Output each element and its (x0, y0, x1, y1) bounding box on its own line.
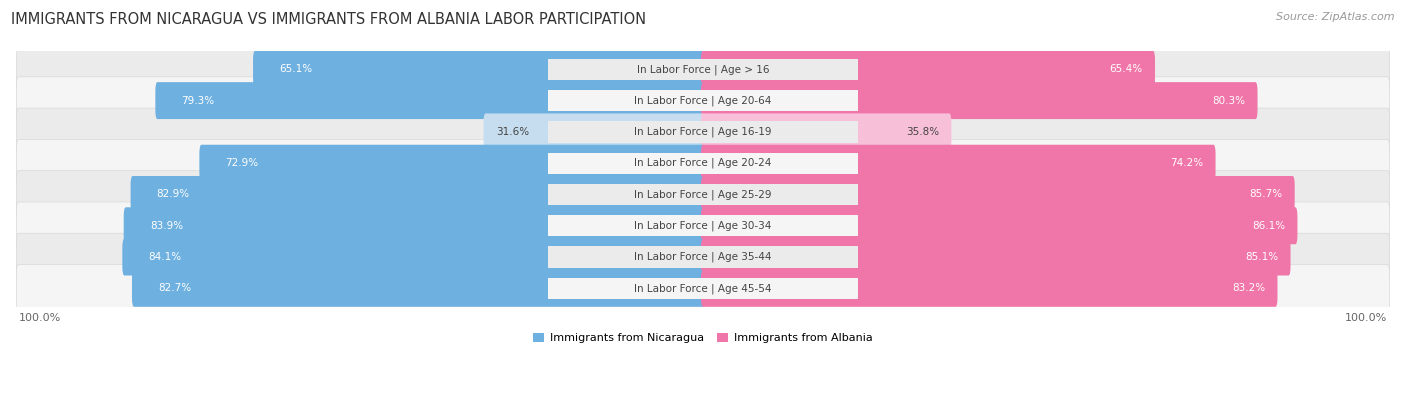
FancyBboxPatch shape (548, 215, 703, 236)
FancyBboxPatch shape (703, 59, 858, 80)
Text: In Labor Force | Age 20-24: In Labor Force | Age 20-24 (634, 158, 772, 168)
FancyBboxPatch shape (17, 108, 1389, 156)
FancyBboxPatch shape (548, 246, 703, 268)
Text: 85.1%: 85.1% (1246, 252, 1278, 262)
FancyBboxPatch shape (17, 265, 1389, 312)
FancyBboxPatch shape (124, 207, 704, 244)
FancyBboxPatch shape (17, 171, 1389, 218)
Text: 100.0%: 100.0% (18, 313, 60, 324)
FancyBboxPatch shape (702, 113, 952, 150)
FancyBboxPatch shape (703, 215, 858, 236)
FancyBboxPatch shape (17, 139, 1389, 187)
Text: In Labor Force | Age 30-34: In Labor Force | Age 30-34 (634, 220, 772, 231)
FancyBboxPatch shape (702, 239, 1291, 275)
Legend: Immigrants from Nicaragua, Immigrants from Albania: Immigrants from Nicaragua, Immigrants fr… (529, 328, 877, 348)
Text: 86.1%: 86.1% (1251, 221, 1285, 231)
FancyBboxPatch shape (702, 176, 1295, 213)
Text: 100.0%: 100.0% (1346, 313, 1388, 324)
FancyBboxPatch shape (703, 90, 858, 111)
Text: 83.2%: 83.2% (1232, 283, 1265, 293)
FancyBboxPatch shape (131, 176, 704, 213)
Text: 31.6%: 31.6% (496, 127, 529, 137)
FancyBboxPatch shape (548, 90, 703, 111)
Text: 80.3%: 80.3% (1212, 96, 1246, 105)
FancyBboxPatch shape (702, 207, 1298, 244)
FancyBboxPatch shape (17, 77, 1389, 124)
Text: Source: ZipAtlas.com: Source: ZipAtlas.com (1277, 12, 1395, 22)
FancyBboxPatch shape (155, 82, 704, 119)
FancyBboxPatch shape (132, 270, 704, 307)
Text: In Labor Force | Age 25-29: In Labor Force | Age 25-29 (634, 189, 772, 200)
FancyBboxPatch shape (17, 45, 1389, 93)
Text: 65.4%: 65.4% (1109, 64, 1143, 74)
FancyBboxPatch shape (702, 82, 1257, 119)
FancyBboxPatch shape (702, 51, 1154, 88)
FancyBboxPatch shape (17, 202, 1389, 250)
FancyBboxPatch shape (702, 270, 1278, 307)
Text: 65.1%: 65.1% (280, 64, 312, 74)
FancyBboxPatch shape (703, 121, 858, 143)
FancyBboxPatch shape (702, 145, 1216, 182)
FancyBboxPatch shape (703, 184, 858, 205)
FancyBboxPatch shape (548, 184, 703, 205)
FancyBboxPatch shape (17, 233, 1389, 281)
FancyBboxPatch shape (200, 145, 704, 182)
Text: 35.8%: 35.8% (905, 127, 939, 137)
Text: 85.7%: 85.7% (1249, 190, 1282, 199)
FancyBboxPatch shape (253, 51, 704, 88)
FancyBboxPatch shape (548, 152, 703, 174)
FancyBboxPatch shape (122, 239, 704, 275)
Text: 79.3%: 79.3% (181, 96, 215, 105)
Text: In Labor Force | Age 45-54: In Labor Force | Age 45-54 (634, 283, 772, 293)
FancyBboxPatch shape (703, 246, 858, 268)
Text: In Labor Force | Age > 16: In Labor Force | Age > 16 (637, 64, 769, 75)
Text: 74.2%: 74.2% (1170, 158, 1204, 168)
FancyBboxPatch shape (548, 121, 703, 143)
Text: In Labor Force | Age 35-44: In Labor Force | Age 35-44 (634, 252, 772, 262)
FancyBboxPatch shape (484, 113, 704, 150)
Text: 82.9%: 82.9% (156, 190, 190, 199)
Text: 82.7%: 82.7% (157, 283, 191, 293)
FancyBboxPatch shape (548, 278, 703, 299)
FancyBboxPatch shape (548, 59, 703, 80)
Text: IMMIGRANTS FROM NICARAGUA VS IMMIGRANTS FROM ALBANIA LABOR PARTICIPATION: IMMIGRANTS FROM NICARAGUA VS IMMIGRANTS … (11, 12, 647, 27)
Text: In Labor Force | Age 16-19: In Labor Force | Age 16-19 (634, 127, 772, 137)
FancyBboxPatch shape (703, 278, 858, 299)
Text: In Labor Force | Age 20-64: In Labor Force | Age 20-64 (634, 95, 772, 106)
FancyBboxPatch shape (703, 152, 858, 174)
Text: 72.9%: 72.9% (225, 158, 259, 168)
Text: 84.1%: 84.1% (149, 252, 181, 262)
Text: 83.9%: 83.9% (150, 221, 183, 231)
